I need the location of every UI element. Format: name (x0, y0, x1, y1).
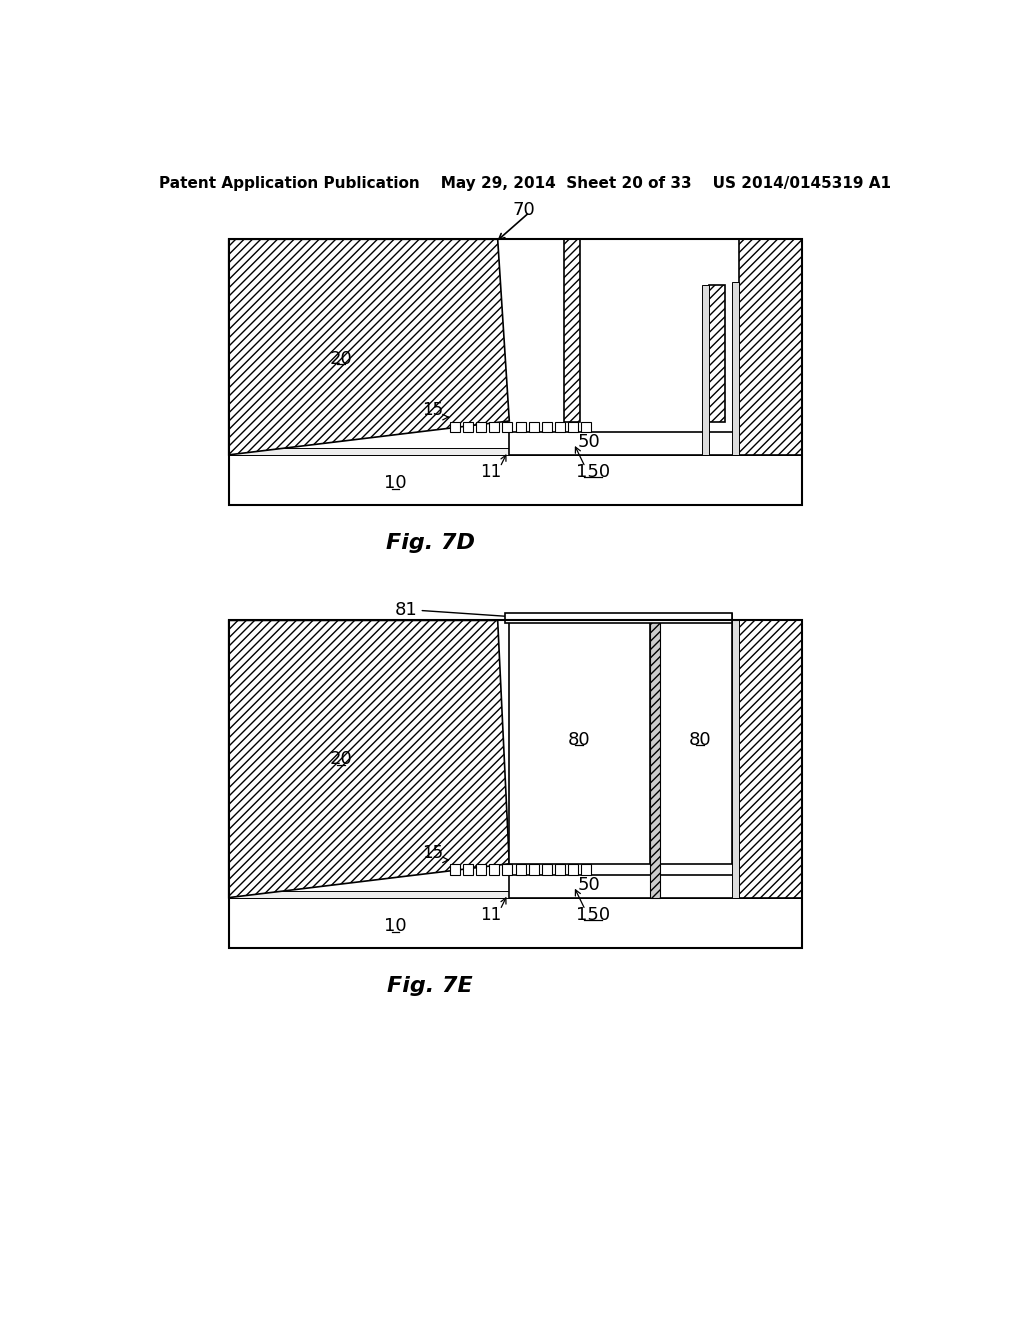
Text: 80: 80 (688, 731, 712, 748)
Bar (228, 620, 802, 948)
Bar (738, 620, 802, 898)
Text: 150: 150 (575, 906, 610, 924)
Bar (489, 865, 500, 875)
Bar (450, 422, 460, 432)
Bar (228, 898, 802, 948)
Text: 70: 70 (512, 201, 536, 219)
Bar (463, 422, 473, 432)
Bar (228, 891, 802, 898)
Text: 10: 10 (384, 917, 407, 935)
Bar (732, 281, 738, 455)
Text: 80: 80 (567, 731, 591, 748)
Text: Fig. 7D: Fig. 7D (386, 533, 475, 553)
Bar (732, 620, 738, 898)
Bar (710, 285, 725, 422)
Bar (528, 422, 539, 432)
Text: Fig. 7E: Fig. 7E (387, 977, 473, 997)
Text: 150: 150 (575, 463, 610, 480)
Bar (515, 865, 525, 875)
Bar (509, 432, 738, 455)
Text: 20: 20 (330, 350, 352, 367)
Bar (555, 422, 565, 432)
Bar (228, 447, 802, 455)
Bar (568, 422, 579, 432)
Text: 10: 10 (384, 474, 407, 492)
Bar (568, 865, 579, 875)
Text: 15: 15 (422, 845, 443, 862)
Bar (542, 865, 552, 875)
Bar (489, 422, 500, 432)
Bar (660, 614, 732, 865)
Bar (702, 285, 710, 455)
Text: 50: 50 (578, 433, 600, 450)
Bar (506, 612, 732, 623)
Bar (738, 239, 802, 455)
Bar (450, 865, 460, 875)
Bar (509, 874, 738, 898)
Text: 11: 11 (480, 463, 502, 480)
Text: 81: 81 (394, 602, 417, 619)
Bar (228, 455, 802, 506)
Bar (564, 239, 580, 422)
Bar (228, 239, 802, 506)
Text: 50: 50 (578, 875, 600, 894)
Bar (555, 865, 565, 875)
Polygon shape (228, 239, 509, 455)
Bar (528, 865, 539, 875)
Bar (509, 614, 649, 865)
Bar (476, 422, 486, 432)
Text: Patent Application Publication    May 29, 2014  Sheet 20 of 33    US 2014/014531: Patent Application Publication May 29, 2… (159, 176, 891, 190)
Bar (582, 422, 592, 432)
Bar (463, 865, 473, 875)
Text: 15: 15 (422, 401, 443, 420)
Bar (503, 422, 512, 432)
Bar (476, 865, 486, 875)
Bar (503, 865, 512, 875)
Bar (582, 865, 592, 875)
Bar (542, 422, 552, 432)
Polygon shape (228, 620, 509, 898)
Bar (649, 614, 660, 898)
Text: 20: 20 (330, 750, 352, 768)
Text: 11: 11 (480, 906, 502, 924)
Bar (515, 422, 525, 432)
